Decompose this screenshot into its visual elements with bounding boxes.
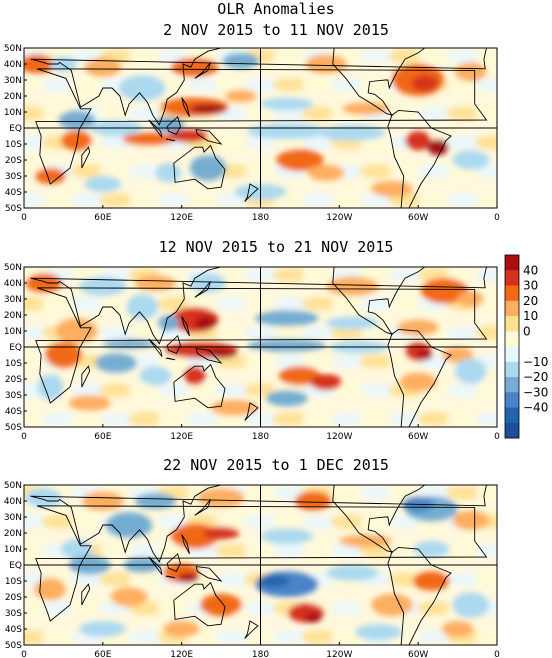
lat-tick-label: 50N: [4, 481, 22, 491]
lat-tick-label: 20S: [5, 593, 22, 603]
colorbar-swatch: [505, 285, 519, 302]
colorbar-label: −10: [523, 355, 548, 369]
lat-tick-label: 40S: [5, 625, 22, 635]
colorbar-label: 0: [523, 324, 531, 338]
colorbar-swatch: [505, 392, 519, 408]
lon-tick-label: 120E: [170, 213, 193, 223]
lon-tick-label: 0: [494, 432, 500, 442]
lon-tick-label: 0: [21, 213, 27, 223]
colorbar-swatch: [505, 331, 519, 347]
colorbar-swatch: [505, 377, 519, 393]
anomaly-field: [24, 268, 497, 426]
lat-tick-label: 20N: [4, 92, 22, 102]
coastlines: [24, 267, 488, 427]
lon-tick-label: 0: [494, 213, 500, 223]
panel-1-title: 2 NOV 2015 to 11 NOV 2015: [163, 21, 389, 39]
lat-tick-label: 10N: [4, 545, 22, 555]
lat-tick-label: 50S: [5, 641, 22, 651]
lat-tick-label: 10S: [5, 140, 22, 150]
lat-tick-label: EQ: [9, 561, 22, 571]
colorbar-label: −40: [523, 401, 548, 415]
lon-tick-label: 60E: [94, 213, 111, 223]
colorbar-swatch: [505, 361, 519, 378]
anomaly-field: [24, 486, 497, 644]
lat-tick-label: 20N: [4, 529, 22, 539]
lat-tick-label: 50S: [5, 423, 22, 433]
colorbar-label: 10: [523, 309, 538, 323]
lon-tick-label: 0: [21, 650, 27, 658]
panel-3-title: 22 NOV 2015 to 1 DEC 2015: [163, 456, 389, 474]
figure-title: OLR Anomalies: [217, 0, 335, 18]
colorbar-swatch: [505, 407, 519, 424]
lat-tick-label: 30S: [5, 172, 22, 182]
lat-tick-label: 50N: [4, 44, 22, 54]
colorbar-swatch: [505, 270, 519, 286]
lat-tick-label: 30N: [4, 513, 22, 523]
coastlines: [24, 485, 488, 645]
lon-tick-label: 180: [252, 213, 269, 223]
lat-tick-label: 20S: [5, 375, 22, 385]
coastlines: [24, 48, 488, 208]
lon-tick-label: 60W: [408, 213, 428, 223]
lat-tick-label: EQ: [9, 343, 22, 353]
colorbar-label: 30: [523, 279, 538, 293]
lon-tick-label: 0: [494, 650, 500, 658]
lon-tick-label: 120W: [326, 432, 352, 442]
lat-tick-label: 40N: [4, 497, 22, 507]
colorbar-label: −20: [523, 370, 548, 384]
lat-tick-label: 20S: [5, 156, 22, 166]
lat-tick-label: EQ: [9, 124, 22, 134]
lon-tick-label: 180: [252, 650, 269, 658]
lat-tick-label: 30N: [4, 76, 22, 86]
lon-tick-label: 120E: [170, 432, 193, 442]
lat-tick-label: 10N: [4, 108, 22, 118]
anomaly-field: [24, 49, 497, 207]
lon-tick-label: 180: [252, 432, 269, 442]
colorbar-label: −30: [523, 385, 548, 399]
lat-tick-label: 10S: [5, 359, 22, 369]
lon-tick-label: 60W: [408, 650, 428, 658]
lon-tick-label: 120W: [326, 213, 352, 223]
lat-tick-label: 20N: [4, 311, 22, 321]
colorbar-swatch: [505, 255, 519, 271]
lat-tick-label: 30N: [4, 295, 22, 305]
panel-2-title: 12 NOV 2015 to 21 NOV 2015: [158, 238, 394, 256]
lat-tick-label: 40S: [5, 407, 22, 417]
lat-tick-label: 50N: [4, 263, 22, 273]
colorbar-swatch: [505, 346, 519, 363]
lon-tick-label: 60E: [94, 650, 111, 658]
lat-tick-label: 30S: [5, 391, 22, 401]
lon-tick-label: 0: [21, 432, 27, 442]
lat-tick-label: 50S: [5, 204, 22, 214]
lon-tick-label: 60E: [94, 432, 111, 442]
lat-tick-label: 40N: [4, 279, 22, 289]
colorbar-label: 40: [523, 263, 538, 277]
lat-tick-label: 40S: [5, 188, 22, 198]
colorbar-swatch: [505, 422, 519, 439]
colorbar-swatch: [505, 300, 519, 317]
lat-tick-label: 30S: [5, 609, 22, 619]
colorbar-swatch: [505, 316, 519, 332]
lon-tick-label: 60W: [408, 432, 428, 442]
lat-tick-label: 40N: [4, 60, 22, 70]
lon-tick-label: 120E: [170, 650, 193, 658]
lat-tick-label: 10S: [5, 577, 22, 587]
lon-tick-label: 120W: [326, 650, 352, 658]
lat-tick-label: 10N: [4, 327, 22, 337]
colorbar-label: 20: [523, 294, 538, 308]
